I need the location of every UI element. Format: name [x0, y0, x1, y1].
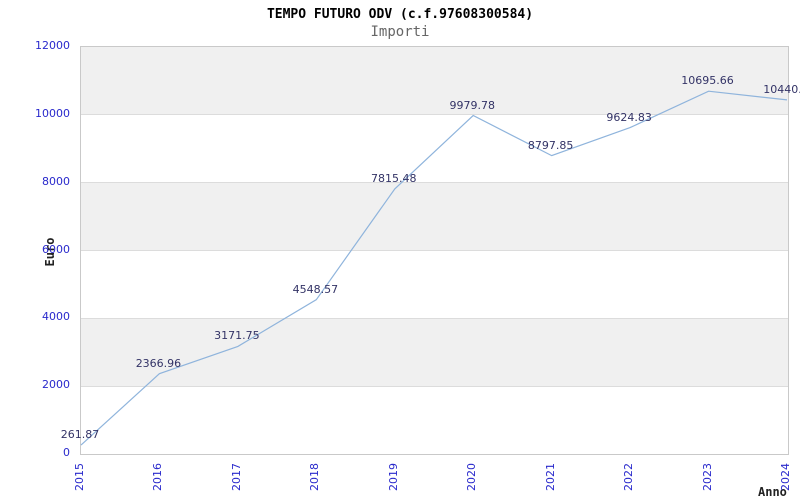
- gridline: [81, 317, 788, 319]
- x-tick-label: 2015: [73, 463, 86, 491]
- data-point-label: 10695.66: [681, 74, 734, 88]
- x-tick-label: 2023: [700, 463, 714, 491]
- chart-subtitle: Importi: [370, 24, 430, 40]
- y-tick-label: 10000: [35, 106, 70, 120]
- data-point-label: 261.87: [60, 428, 100, 442]
- y-tick-label: 6000: [42, 242, 70, 256]
- y-tick-label: 4000: [42, 310, 70, 324]
- x-tick-label: 2016: [151, 463, 165, 491]
- x-tick-label: 2017: [229, 463, 243, 491]
- data-point-label: 9979.78: [449, 98, 495, 112]
- data-point-label: 10440.4: [763, 82, 800, 96]
- gridline: [81, 114, 788, 116]
- x-tick-label: 2018: [308, 463, 322, 491]
- chart-title: TEMPO FUTURO ODV (c.f.97608300584): [266, 7, 534, 22]
- y-tick-label: 12000: [35, 39, 70, 52]
- data-point-label: 8797.85: [527, 138, 574, 152]
- data-point-label: 3171.75: [214, 329, 260, 343]
- gridline: [81, 385, 788, 387]
- x-tick-label: 2024: [779, 463, 792, 491]
- x-axis-title: Anno: [758, 485, 787, 499]
- x-tick-label: 2019: [386, 463, 400, 491]
- data-point-label: 2366.96: [135, 356, 182, 370]
- x-tick-label: 2020: [465, 463, 479, 491]
- data-point-label: 9624.83: [606, 110, 652, 124]
- chart-plot-area: [80, 46, 789, 455]
- data-point-label: 4548.57: [292, 282, 339, 296]
- y-tick-label: 0: [63, 446, 70, 459]
- y-tick-label: 8000: [42, 174, 70, 188]
- y-tick-label: 2000: [42, 378, 70, 392]
- x-tick-label: 2021: [543, 463, 557, 491]
- trend-line: [80, 90, 788, 446]
- data-point-label: 7815.48: [371, 171, 417, 185]
- gridline: [81, 182, 788, 184]
- x-tick-label: 2022: [622, 463, 636, 491]
- gridline: [81, 250, 788, 251]
